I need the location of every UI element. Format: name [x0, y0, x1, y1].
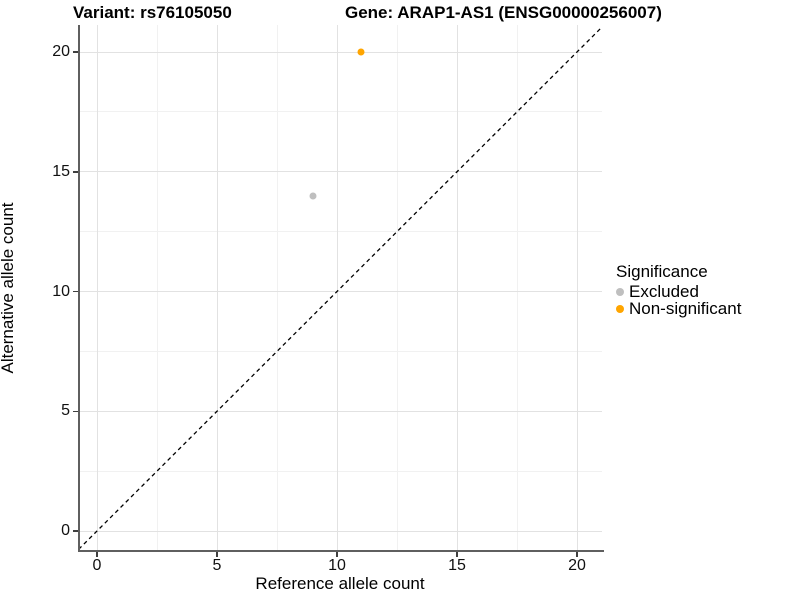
identity-line: [79, 26, 602, 550]
gridline-horizontal: [79, 111, 602, 113]
gridline-vertical: [456, 25, 458, 550]
legend-dot-excluded: [616, 287, 624, 296]
point-non-significant: [357, 48, 365, 56]
gridline-vertical: [216, 25, 218, 550]
legend-title: Significance: [616, 262, 708, 281]
gridline-horizontal: [79, 470, 602, 472]
legend: Significance Excluded Non-significant: [616, 262, 742, 318]
legend-label: Non-significant: [629, 298, 742, 318]
gridline-horizontal: [79, 231, 602, 233]
gridline-vertical: [156, 25, 158, 550]
gridline-horizontal: [79, 350, 602, 352]
gridline-vertical: [96, 25, 98, 550]
x-tick-mark: [336, 552, 338, 557]
gene-title: Gene: ARAP1-AS1 (ENSG00000256007): [345, 3, 662, 22]
gridline-horizontal: [79, 171, 602, 173]
x-tick-label: 15: [448, 557, 466, 574]
x-tick-mark: [456, 552, 458, 557]
gridline-vertical: [396, 25, 398, 550]
y-tick-mark: [72, 530, 78, 532]
legend-entry-excluded: Excluded: [616, 281, 741, 301]
gridline-vertical: [576, 25, 578, 550]
x-tick-label: 5: [212, 557, 222, 574]
y-tick-mark: [72, 410, 78, 412]
y-tick-mark: [72, 51, 78, 53]
y-axis-line: [77, 25, 80, 552]
y-tick-mark: [72, 290, 78, 293]
point-excluded: [309, 192, 317, 200]
gridline-horizontal: [79, 51, 602, 53]
y-axis-title: Alternative allele count: [0, 202, 17, 374]
legend-entry-non-significant: Non-significant: [616, 298, 742, 318]
x-tick-label: 0: [92, 557, 102, 574]
plot-panel: [79, 25, 602, 550]
y-tick-mark: [72, 171, 78, 173]
gridline-vertical: [336, 25, 338, 550]
x-tick-mark: [576, 552, 578, 557]
x-tick-label: 20: [568, 557, 586, 574]
x-axis-title: Reference allele count: [255, 574, 425, 593]
legend-dot-non-significant: [616, 304, 624, 313]
gridline-vertical: [516, 25, 518, 550]
gridline-horizontal: [79, 530, 602, 532]
y-tick-label: 0: [61, 522, 70, 539]
variant-title: Variant: rs76105050: [73, 3, 232, 22]
gridline-horizontal: [79, 410, 602, 412]
x-tick-mark: [96, 552, 98, 557]
gridline-vertical: [276, 25, 278, 550]
x-axis-line: [77, 550, 604, 552]
y-tick-label: 10: [52, 282, 70, 300]
x-tick-label: 10: [328, 557, 346, 574]
gridline-horizontal: [79, 291, 602, 292]
y-tick-label: 5: [61, 402, 70, 420]
legend-entries: Excluded Non-significant: [616, 281, 742, 318]
legend-label: Excluded: [629, 281, 699, 301]
y-tick-label: 20: [52, 43, 70, 60]
y-tick-label: 15: [52, 162, 70, 180]
x-tick-mark: [216, 552, 218, 557]
